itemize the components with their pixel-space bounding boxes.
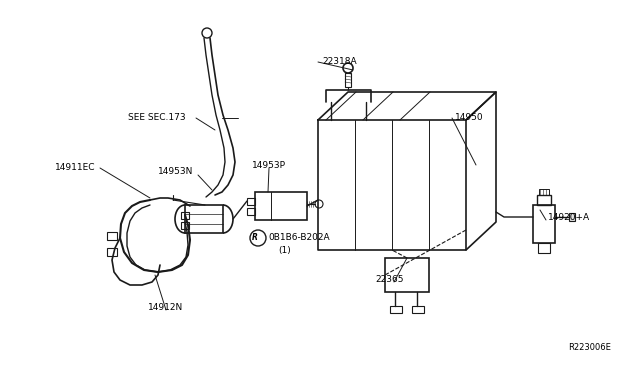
Bar	[247, 198, 255, 205]
Text: 14912N: 14912N	[148, 304, 183, 312]
Text: 0B1B6-B202A: 0B1B6-B202A	[268, 234, 330, 243]
Bar	[255, 192, 307, 220]
Circle shape	[315, 200, 323, 208]
Bar	[390, 306, 402, 313]
Bar	[385, 258, 429, 292]
Text: SEE SEC.173: SEE SEC.173	[128, 113, 186, 122]
Circle shape	[250, 230, 266, 246]
Bar	[107, 232, 117, 240]
Bar	[537, 195, 551, 205]
Text: 14920+A: 14920+A	[548, 214, 590, 222]
Bar	[247, 208, 255, 215]
Ellipse shape	[175, 205, 195, 233]
Bar	[181, 212, 189, 219]
Text: R223006E: R223006E	[568, 343, 611, 353]
Circle shape	[202, 28, 212, 38]
Text: 22365: 22365	[375, 276, 403, 285]
Bar	[412, 306, 424, 313]
Text: 14911EC: 14911EC	[55, 164, 95, 173]
Text: 14953N: 14953N	[158, 167, 193, 176]
Bar	[538, 243, 550, 253]
Text: R: R	[252, 234, 258, 243]
Text: 14950: 14950	[455, 113, 484, 122]
Text: 22318A: 22318A	[322, 58, 356, 67]
Bar	[181, 222, 189, 229]
Bar	[107, 248, 117, 256]
Bar	[539, 189, 549, 195]
Bar	[345, 73, 351, 87]
Circle shape	[343, 63, 353, 73]
Text: 14953P: 14953P	[252, 160, 286, 170]
Bar	[569, 213, 575, 221]
Bar	[533, 205, 555, 243]
Bar	[185, 205, 223, 233]
Text: (1): (1)	[278, 246, 291, 254]
